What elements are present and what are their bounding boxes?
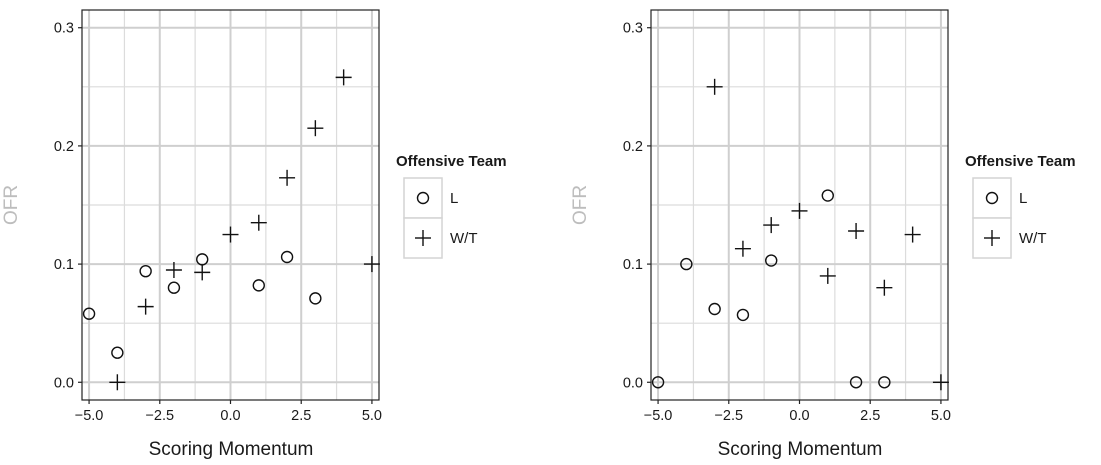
- x-tick-label: 5.0: [362, 408, 382, 424]
- series-w-t: [706, 78, 949, 391]
- legend-label: L: [1019, 190, 1027, 207]
- data-point-circle: [736, 308, 750, 322]
- chart-panel-2: −5.0 −2.5 0.0 2.5 5.0 0.0 0.1 0.2 0.3 Scoring Mom…: [570, 9, 1076, 460]
- legend-label: W/T: [1019, 230, 1047, 247]
- data-point-circle: [651, 376, 665, 389]
- y-tick-label: 0.0: [623, 375, 643, 391]
- y-tick-label: 0.2: [54, 139, 74, 155]
- legend-key-box: [403, 177, 443, 219]
- legend-key-plus: [984, 230, 1000, 246]
- data-point-plus: [250, 214, 267, 231]
- data-point-plus: [904, 226, 921, 243]
- data-point-plus: [876, 279, 893, 296]
- chart-panel-1: −5.0 −2.5 0.0 2.5 5.0 0.0 0.1 0.2 0.3 Scoring Mom…: [1, 9, 507, 460]
- legend-key-circle: [985, 191, 999, 205]
- data-point-circle: [849, 376, 863, 389]
- x-tick-label: 2.5: [860, 408, 880, 424]
- series-w-t: [109, 69, 380, 391]
- y-axis-label: OFR: [570, 185, 591, 225]
- data-point-plus: [307, 120, 324, 137]
- x-axis-label: Scoring Momentum: [149, 439, 314, 460]
- data-point-plus: [137, 298, 154, 315]
- y-tick-label: 0.3: [54, 21, 74, 37]
- data-point-circle: [309, 292, 322, 305]
- data-point-plus: [932, 374, 949, 391]
- x-tick-label: −5.0: [644, 408, 673, 424]
- legend: Offensive Team L W/T: [965, 153, 1076, 259]
- data-point-plus: [194, 264, 211, 281]
- x-axis-label: Scoring Momentum: [718, 439, 883, 460]
- data-point-plus: [763, 217, 780, 234]
- data-point-plus: [109, 374, 126, 391]
- x-tick-label: 2.5: [291, 408, 311, 424]
- x-tick-label: 0.0: [789, 408, 809, 424]
- data-point-plus: [819, 267, 836, 284]
- data-point-circle: [821, 189, 834, 202]
- legend-label: W/T: [450, 230, 478, 247]
- x-tick-label: −2.5: [145, 408, 174, 424]
- data-point-circle: [252, 279, 265, 292]
- data-point-plus: [791, 202, 808, 219]
- x-tick-label: −5.0: [75, 408, 104, 424]
- data-point-plus: [335, 69, 352, 86]
- legend-key-circle: [416, 191, 430, 205]
- data-point-circle: [708, 302, 721, 316]
- data-point-plus: [848, 223, 865, 239]
- data-point-plus: [734, 240, 751, 257]
- data-point-circle: [167, 281, 181, 294]
- grid: [82, 10, 379, 400]
- legend-title: Offensive Team: [965, 153, 1076, 170]
- data-point-plus: [222, 226, 239, 243]
- series-l: [651, 189, 891, 389]
- x-tick-label: 0.0: [220, 408, 240, 424]
- data-point-plus: [706, 78, 723, 95]
- y-tick-label: 0.3: [623, 21, 643, 37]
- x-tick-label: −2.5: [714, 408, 743, 424]
- legend-key-plus: [415, 230, 431, 246]
- data-point-circle: [765, 254, 778, 267]
- data-point-circle: [878, 376, 891, 389]
- data-point-circle: [111, 346, 124, 359]
- data-point-circle: [680, 257, 693, 271]
- y-tick-label: 0.2: [623, 139, 643, 155]
- data-point-circle: [139, 264, 152, 278]
- y-tick-label: 0.1: [54, 257, 74, 273]
- legend-title: Offensive Team: [396, 153, 507, 170]
- data-point-plus: [363, 256, 380, 273]
- data-point-plus: [279, 169, 296, 186]
- legend-label: L: [450, 190, 458, 207]
- y-tick-label: 0.1: [623, 257, 643, 273]
- y-tick-label: 0.0: [54, 375, 74, 391]
- data-point-circle: [82, 307, 96, 320]
- legend-key-box: [972, 177, 1012, 219]
- x-tick-label: 5.0: [931, 408, 951, 424]
- data-point-circle: [280, 250, 294, 264]
- legend: Offensive Team L W/T: [396, 153, 507, 259]
- data-point-plus: [165, 262, 182, 278]
- series-l: [82, 250, 322, 359]
- y-axis-label: OFR: [1, 185, 22, 225]
